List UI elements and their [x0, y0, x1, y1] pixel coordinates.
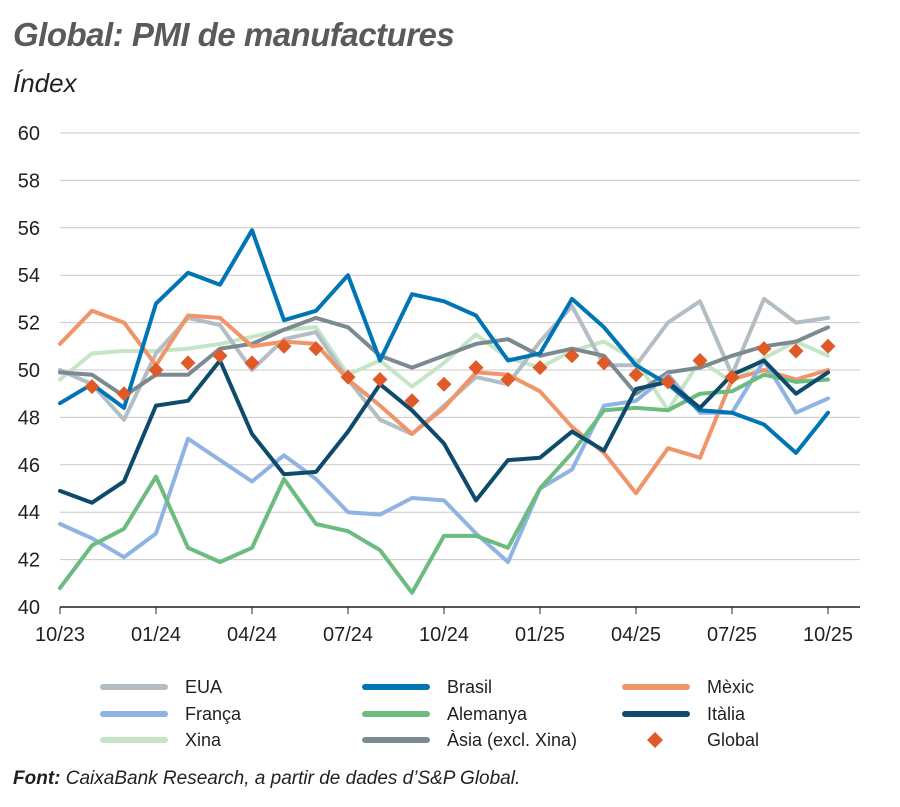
source-text: CaixaBank Research, a partir de dades d’… [65, 768, 521, 789]
global-point [84, 379, 100, 395]
y-tick-label: 42 [18, 550, 40, 572]
x-tick-label: 07/25 [707, 624, 757, 646]
y-tick-label: 44 [18, 502, 40, 524]
global-point [756, 341, 772, 357]
source-label: Font: [13, 768, 61, 789]
global-point [244, 355, 260, 371]
series-line-xina [58, 325, 830, 413]
y-tick-label: 56 [18, 218, 40, 240]
global-point [788, 343, 804, 359]
global-point [404, 393, 420, 409]
x-tick-label: 10/23 [35, 624, 85, 646]
global-point [148, 362, 164, 378]
global-point [372, 371, 388, 387]
legend: EUA Brasil Mèxic França Alemanya Itàlia Xina Às… [100, 677, 759, 750]
y-tick-label: 46 [18, 455, 40, 477]
series-line-alemanya [58, 372, 830, 595]
legend-swatch-global [647, 732, 663, 748]
y-tick-label: 52 [18, 313, 40, 335]
y-tick-label: 58 [18, 170, 40, 192]
x-tick-label: 04/25 [611, 624, 661, 646]
y-tick-label: 60 [18, 123, 40, 145]
global-point [660, 374, 676, 390]
series-line-brasil [58, 228, 830, 455]
legend-label-sia-excl-xina: Àsia (excl. Xina) [447, 730, 577, 750]
global-point [564, 348, 580, 364]
global-point [532, 360, 548, 376]
legend-label-xina: Xina [185, 730, 222, 750]
legend-label-eua: EUA [185, 677, 222, 697]
legend-label-global: Global [707, 730, 759, 750]
series-lines [58, 228, 830, 595]
global-point [468, 360, 484, 376]
x-tick-label: 10/25 [803, 624, 853, 646]
y-tick-label: 48 [18, 407, 40, 429]
x-tick-label: 07/24 [323, 624, 373, 646]
chart-title: Global: PMI de manufactures [13, 16, 455, 53]
global-point [500, 371, 516, 387]
legend-label-fran-a: França [185, 704, 242, 724]
global-point [724, 369, 740, 385]
x-tick-label: 01/24 [131, 624, 181, 646]
x-tick-label: 04/24 [227, 624, 277, 646]
global-markers [84, 338, 836, 409]
global-point [212, 348, 228, 364]
series-line-m-xic [58, 308, 830, 496]
y-tick-label: 40 [18, 597, 40, 619]
global-point [692, 353, 708, 369]
global-point [820, 338, 836, 354]
legend-label-it-lia: Itàlia [707, 704, 746, 724]
line-chart: 40 42 44 46 48 50 52 54 56 58 60 10/23 01/24 04/24 07… [18, 123, 860, 750]
x-tick-label: 10/24 [419, 624, 469, 646]
global-point [596, 355, 612, 371]
source-note: Font: CaixaBank Research, a partir de da… [13, 768, 520, 790]
series-line-fran-a [58, 358, 830, 564]
global-point [276, 338, 292, 354]
series-line-it-lia [58, 358, 830, 505]
global-point [628, 367, 644, 383]
y-tick-label: 50 [18, 360, 40, 382]
x-tick-label: 01/25 [515, 624, 565, 646]
y-tick-label: 54 [18, 265, 40, 287]
global-point [436, 376, 452, 392]
global-point [116, 386, 132, 402]
chart-subtitle: Índex [13, 68, 77, 98]
y-axis: 40 42 44 46 48 50 52 54 56 58 60 [18, 123, 40, 619]
global-point [308, 341, 324, 357]
global-point [180, 355, 196, 371]
legend-label-m-xic: Mèxic [707, 677, 754, 697]
x-axis: 10/23 01/24 04/24 07/24 10/24 01/25 04/25 07/25… [35, 607, 853, 646]
global-point [340, 369, 356, 385]
legend-label-alemanya: Alemanya [447, 704, 528, 724]
legend-label-brasil: Brasil [447, 677, 492, 697]
